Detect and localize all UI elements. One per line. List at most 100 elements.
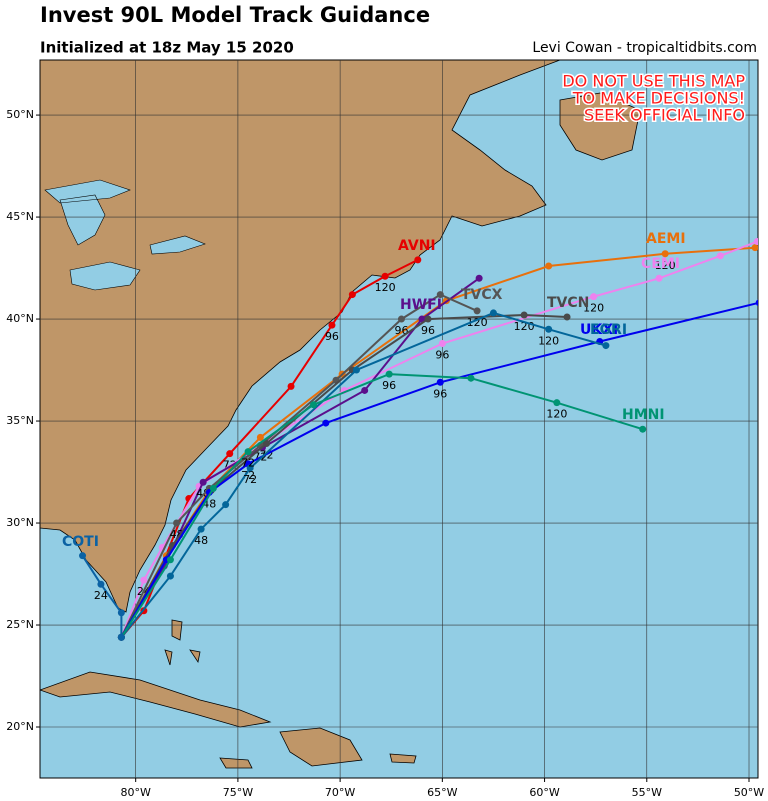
track-point (751, 244, 758, 252)
x-tick-label: 50°W (734, 786, 764, 799)
hour-label: 96 (433, 387, 447, 400)
track-point (545, 325, 553, 333)
track-line (120, 301, 758, 638)
track-point (661, 250, 669, 258)
track-point (244, 448, 252, 456)
track-point (436, 291, 444, 299)
track-name: AEMI (646, 231, 686, 247)
plot-frame (39, 59, 759, 779)
track-name: COTI (62, 534, 99, 550)
chart-subtitle: Initialized at 18z May 15 2020 (40, 39, 294, 57)
hour-label: 96 (382, 379, 396, 392)
track-point (226, 450, 234, 458)
y-tick-label: 40°N (6, 312, 34, 325)
hour-label: 120 (546, 408, 567, 421)
hour-label: 120 (655, 259, 676, 272)
hour-label: 120 (467, 316, 488, 329)
track-point (753, 238, 758, 246)
track-point (117, 633, 125, 641)
track-point (590, 293, 598, 301)
y-tick-label: 45°N (6, 210, 34, 223)
land (559, 92, 641, 161)
y-tick-label: 50°N (6, 108, 34, 121)
hour-label: 72 (241, 457, 255, 470)
track-point (263, 439, 271, 447)
track-name: TVCN (547, 295, 589, 311)
track-point (97, 580, 105, 588)
y-tick-label: 30°N (6, 516, 34, 529)
track-point (602, 342, 610, 350)
x-tick-label: 80°W (120, 786, 150, 799)
hour-label: 96 (325, 330, 339, 343)
track-name: EGRI (590, 322, 627, 338)
track-point (563, 313, 571, 321)
track-point (209, 484, 217, 492)
track-point (436, 378, 444, 386)
y-tick-label: 25°N (6, 618, 34, 631)
hour-label: 72 (241, 469, 255, 482)
x-tick-label: 60°W (529, 786, 559, 799)
track-point (639, 425, 647, 433)
track-point (166, 572, 174, 580)
warning: DO NOT USE THIS MAP (562, 72, 745, 91)
warning: SEEK OFFICIAL INFO (584, 106, 745, 125)
track-point (361, 386, 369, 394)
track-point (173, 519, 181, 527)
y-tick-label: 35°N (6, 414, 34, 427)
track-point (553, 399, 561, 407)
track-point (473, 307, 481, 315)
track-name: TVCX (461, 287, 503, 303)
track-point (414, 256, 422, 264)
track-point (755, 299, 758, 307)
track-point (197, 525, 205, 533)
track-point (381, 272, 389, 280)
track-point (418, 315, 426, 323)
x-tick-label: 75°W (223, 786, 253, 799)
hour-label: 96 (421, 324, 435, 337)
track-point (438, 340, 446, 348)
track-name: AVNI (398, 238, 436, 254)
track-name: HWFI (400, 297, 442, 313)
track-point (328, 321, 336, 329)
track-point (424, 315, 432, 323)
credit: Levi Cowan - tropicaltidbits.com (532, 40, 757, 56)
track-point (222, 501, 230, 509)
chart-title: Invest 90L Model Track Guidance (40, 3, 430, 27)
track-point (310, 401, 318, 409)
track-point (199, 478, 207, 486)
track-point (545, 262, 553, 270)
track-point (352, 366, 360, 374)
map (40, 60, 758, 778)
track-point (397, 315, 405, 323)
track-point (322, 419, 330, 427)
track-point (385, 370, 393, 378)
x-tick-label: 65°W (427, 786, 457, 799)
hour-label: 72 (243, 473, 257, 486)
track-line (120, 293, 478, 638)
hour-label: 120 (583, 302, 604, 315)
track-point (117, 609, 125, 617)
track-line (81, 555, 123, 638)
x-tick-label: 70°W (325, 786, 355, 799)
track-point (287, 382, 295, 390)
track-point (166, 556, 174, 564)
track-name: UKXI (580, 322, 618, 338)
track-point (467, 374, 475, 382)
land (164, 619, 417, 769)
track-name: HMNI (622, 407, 665, 423)
track-point (716, 252, 724, 260)
hour-label: 24 (94, 589, 108, 602)
track-point (348, 291, 356, 299)
track-point (79, 552, 87, 560)
warning: TO MAKE DECISIONS! (572, 89, 745, 108)
track-point (520, 311, 528, 319)
hour-label: 120 (538, 334, 559, 347)
land (40, 671, 272, 728)
hour-label: 96 (435, 349, 449, 362)
track-point (140, 576, 148, 584)
track-name: CEMI (641, 256, 680, 272)
track-point (475, 274, 483, 282)
x-tick-label: 55°W (632, 786, 662, 799)
